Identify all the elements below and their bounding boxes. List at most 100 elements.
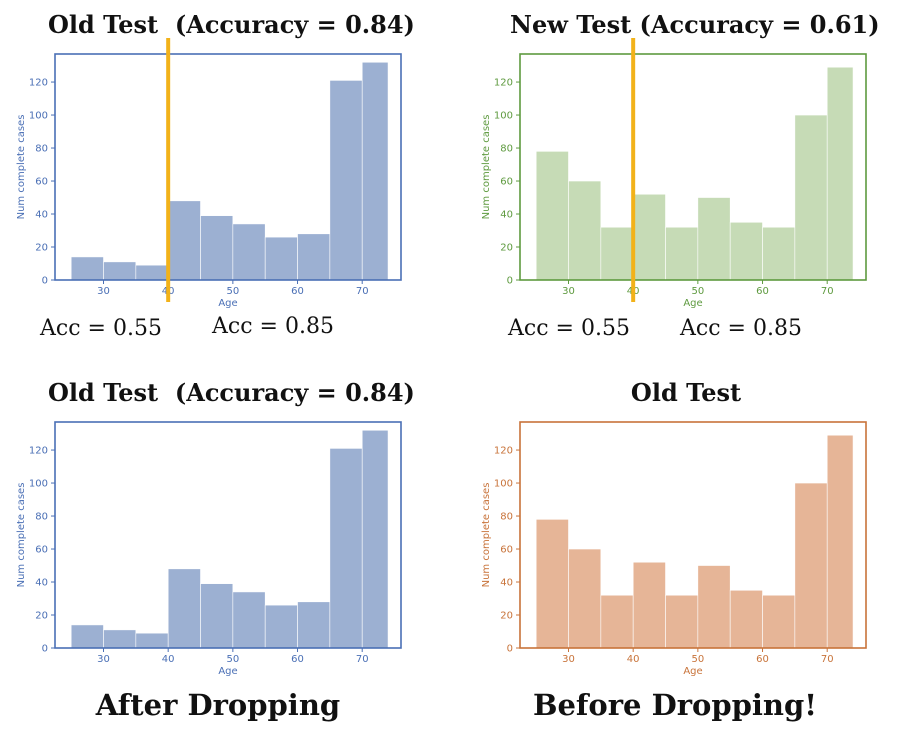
top-right-acc-above-threshold: Acc = 0.85 — [680, 316, 802, 341]
y-tick-label: 40 — [500, 210, 513, 221]
top-right-acc-below-threshold: Acc = 0.55 — [508, 316, 630, 341]
y-tick-label: 20 — [500, 243, 513, 254]
histogram-bar — [794, 114, 828, 281]
x-tick-label: 30 — [562, 654, 575, 665]
x-tick-label: 40 — [162, 654, 175, 665]
histogram-bar — [70, 256, 104, 281]
y-tick-label: 60 — [35, 545, 48, 556]
top-left-acc-below-threshold: Acc = 0.55 — [40, 316, 162, 341]
y-tick-label: 120 — [494, 446, 513, 457]
histogram-bar — [200, 215, 234, 281]
x-tick-label: 30 — [97, 286, 110, 297]
histogram-bar — [200, 583, 234, 649]
histogram-bar — [600, 594, 634, 649]
histogram-bar — [632, 193, 666, 281]
histogram-bar — [135, 632, 169, 649]
top-left-chart-title: Old Test (Accuracy = 0.84) — [48, 10, 415, 39]
x-tick-label: 70 — [356, 286, 369, 297]
histogram-bar — [135, 264, 169, 281]
x-axis-label: Age — [683, 298, 702, 309]
x-axis-label: Age — [218, 298, 237, 309]
x-tick-label: 50 — [691, 654, 704, 665]
plot-frame — [519, 421, 867, 649]
y-tick-label: 0 — [42, 276, 48, 287]
histogram-bar — [232, 591, 266, 649]
y-tick-label: 100 — [29, 479, 48, 490]
x-tick-label: 50 — [691, 286, 704, 297]
y-tick-label: 100 — [494, 479, 513, 490]
y-axis-label: Num complete cases — [481, 483, 492, 588]
histogram-bar — [329, 448, 363, 649]
x-tick-label: 60 — [756, 654, 769, 665]
x-tick-label: 70 — [821, 286, 834, 297]
x-tick-label: 60 — [291, 654, 304, 665]
plot-frame — [54, 421, 402, 649]
y-axis-label: Num complete cases — [16, 115, 27, 220]
y-tick-label: 60 — [500, 545, 513, 556]
y-tick-label: 0 — [507, 276, 513, 287]
y-tick-label: 40 — [35, 210, 48, 221]
histogram-bar — [729, 221, 763, 281]
histogram-bar — [535, 151, 569, 281]
histogram-bar — [361, 61, 389, 281]
histogram-bar — [103, 629, 137, 649]
histogram-bar — [794, 482, 828, 649]
histogram-bar — [264, 604, 298, 649]
x-tick-label: 50 — [226, 654, 239, 665]
y-tick-label: 60 — [35, 177, 48, 188]
x-axis-label: Age — [683, 666, 702, 677]
y-axis-label: Num complete cases — [481, 115, 492, 220]
y-tick-label: 80 — [500, 144, 513, 155]
y-tick-label: 40 — [35, 578, 48, 589]
histogram-bar — [264, 236, 298, 281]
histogram-bar — [762, 226, 796, 281]
histogram-bar — [535, 519, 569, 649]
y-tick-label: 100 — [29, 111, 48, 122]
histogram-bar — [167, 200, 201, 281]
histogram-bar — [697, 197, 731, 281]
y-tick-label: 80 — [500, 512, 513, 523]
bottom-left-histogram: 0 20 40 60 80 100 120 30 40 50 60 70 Age Num complete… — [16, 421, 402, 677]
histogram-bar — [361, 429, 389, 649]
histogram-bar — [70, 624, 104, 649]
caption-before-dropping: Before Dropping! — [532, 688, 818, 722]
y-tick-label: 60 — [500, 177, 513, 188]
y-tick-label: 40 — [500, 578, 513, 589]
x-axis-label: Age — [218, 666, 237, 677]
histogram-bar — [762, 594, 796, 649]
y-tick-label: 20 — [35, 611, 48, 622]
y-tick-label: 100 — [494, 111, 513, 122]
histogram-bar — [729, 589, 763, 649]
bottom-right-histogram: 0 20 40 60 80 100 120 30 40 50 60 70 Age Num complete… — [481, 421, 867, 677]
y-axis-label: Num complete cases — [16, 483, 27, 588]
x-tick-label: 30 — [97, 654, 110, 665]
x-tick-label: 50 — [226, 286, 239, 297]
x-tick-label: 60 — [756, 286, 769, 297]
bottom-left-chart-title: Old Test (Accuracy = 0.84) — [48, 378, 415, 407]
y-tick-label: 80 — [35, 512, 48, 523]
y-tick-label: 120 — [29, 78, 48, 89]
y-tick-label: 120 — [29, 446, 48, 457]
histogram-bar — [665, 226, 699, 281]
histogram-bar — [665, 594, 699, 649]
y-tick-label: 120 — [494, 78, 513, 89]
histogram-bar — [568, 548, 602, 649]
histogram-bar — [329, 80, 363, 281]
plot-frame — [54, 53, 402, 281]
y-tick-label: 0 — [507, 644, 513, 655]
caption-after-dropping: After Dropping — [95, 688, 341, 722]
histogram-bar — [568, 180, 602, 281]
y-tick-label: 80 — [35, 144, 48, 155]
histogram-bar — [697, 565, 731, 649]
x-tick-label: 30 — [562, 286, 575, 297]
top-left-acc-above-threshold: Acc = 0.85 — [212, 314, 334, 339]
histogram-bar — [297, 601, 331, 649]
histogram-bar — [826, 66, 854, 281]
histogram-bar — [297, 233, 331, 281]
top-right-chart-title: New Test (Accuracy = 0.61) — [510, 10, 880, 39]
histogram-bar — [103, 261, 137, 281]
histogram-bar — [826, 434, 854, 649]
x-tick-label: 70 — [821, 654, 834, 665]
